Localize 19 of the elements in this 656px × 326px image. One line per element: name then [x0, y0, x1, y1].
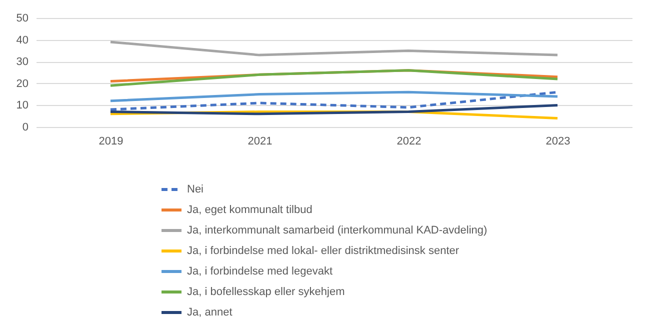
y-tick-label: 50 — [16, 12, 28, 24]
line-series — [109, 69, 559, 87]
x-tick-label: 2019 — [98, 136, 124, 148]
x-tick-label: 2023 — [546, 136, 570, 148]
legend-label: Ja, interkommunalt samarbeid (interkommunal KAD-avdeling) — [187, 224, 488, 236]
x-tick-label: 2021 — [248, 136, 272, 148]
legend-label: Nei — [187, 184, 204, 196]
y-tick-label: 20 — [16, 78, 28, 90]
legend-label: Ja, i forbindelse med lokal- eller distriktmedisinsk senter — [187, 245, 460, 257]
y-tick-label: 10 — [16, 100, 28, 112]
x-tick-label: 2022 — [396, 136, 422, 148]
y-tick-label: 0 — [22, 122, 28, 134]
legend-label: Ja, eget kommunalt tilbud — [187, 204, 312, 216]
y-tick-label: 30 — [16, 56, 28, 68]
y-tick-label: 40 — [16, 34, 28, 46]
line-series — [109, 90, 559, 102]
legend-label: Ja, annet — [187, 306, 232, 318]
legend-label: Ja, i forbindelse med legevakt — [187, 266, 333, 278]
legend-label: Ja, i bofellesskap eller sykehjem — [187, 286, 345, 298]
